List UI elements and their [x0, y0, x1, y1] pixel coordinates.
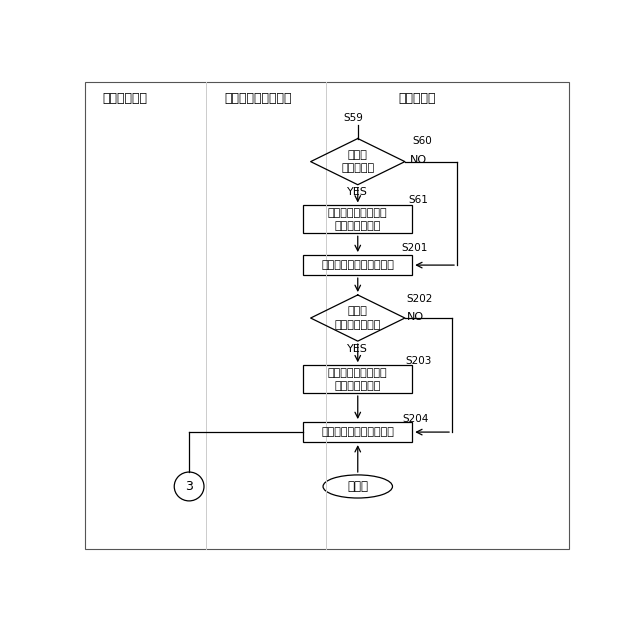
Text: 算出した課金情報を記憶: 算出した課金情報を記憶 — [321, 260, 394, 270]
Text: エンド: エンド — [348, 480, 368, 493]
Text: YES: YES — [348, 344, 368, 354]
Text: S59: S59 — [343, 113, 363, 123]
Text: YES: YES — [348, 187, 368, 197]
Bar — [303, 422, 412, 442]
Text: 経過時間に基づいて
課金情報を算出: 経過時間に基づいて 課金情報を算出 — [328, 208, 388, 231]
Text: 所定の
グループ？: 所定の グループ？ — [341, 150, 374, 173]
Ellipse shape — [323, 475, 392, 498]
Bar — [303, 365, 412, 393]
Text: NO: NO — [410, 155, 427, 165]
Text: コンテンツ出力装置: コンテンツ出力装置 — [225, 92, 292, 105]
Text: 3: 3 — [185, 480, 193, 493]
Text: S204: S204 — [403, 414, 429, 424]
Text: S201: S201 — [401, 243, 428, 253]
Text: S203: S203 — [405, 356, 432, 366]
Text: NO: NO — [408, 312, 424, 322]
Bar — [303, 255, 412, 275]
Circle shape — [174, 472, 204, 501]
Text: S202: S202 — [406, 294, 433, 304]
Text: S61: S61 — [408, 195, 428, 205]
Text: 課金情報に基づいて
合計課金を算出: 課金情報に基づいて 合計課金を算出 — [328, 368, 388, 391]
Bar — [303, 206, 412, 233]
Text: S60: S60 — [412, 136, 432, 146]
Text: 算出した合計課金を出力: 算出した合計課金を出力 — [321, 427, 394, 437]
Text: 携帯端末装置: 携帯端末装置 — [102, 92, 147, 105]
Text: サーバ装置: サーバ装置 — [399, 92, 436, 105]
Text: 所定の
合計グループ？: 所定の 合計グループ？ — [335, 306, 381, 329]
